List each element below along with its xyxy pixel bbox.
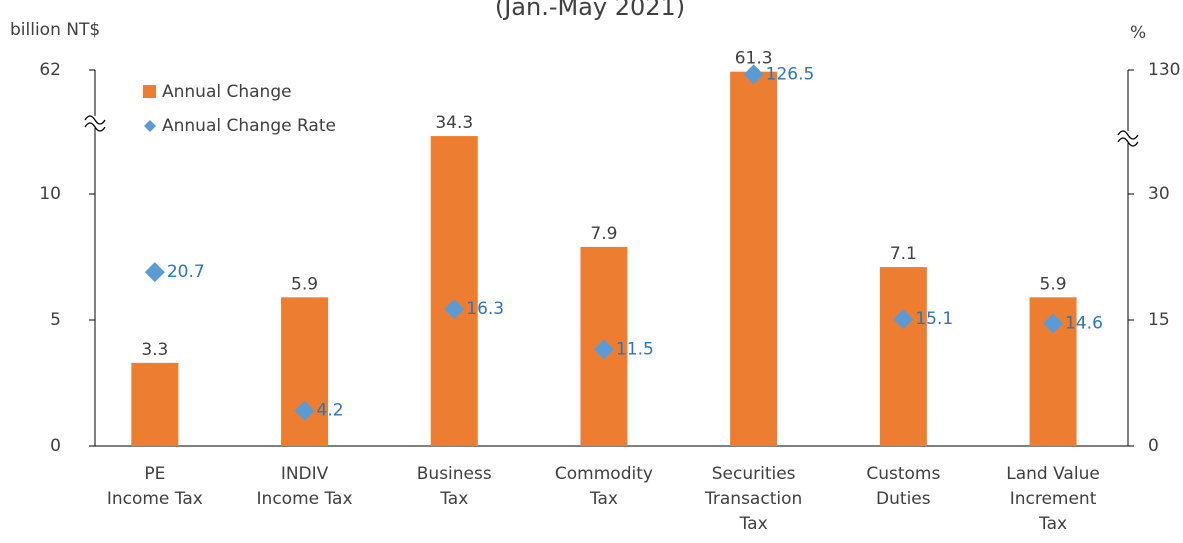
y2-tick-label: 30 [1148,184,1170,204]
rate-marker [144,262,165,283]
bar-value-label: 34.3 [435,113,473,133]
y2-tick-label: 0 [1148,436,1159,456]
rate-value-label: 20.7 [167,262,205,282]
bar [879,267,927,446]
bar [430,136,478,447]
y-tick-label: 62 [39,60,61,80]
rate-value-label: 126.5 [766,64,815,84]
bar-value-label: 7.1 [890,244,917,264]
y2-axis-label: % [1130,23,1146,43]
rate-marker [444,299,465,320]
rate-marker [743,64,764,85]
chart-subtitle: (Jan.-May 2021) [495,0,685,21]
rate-marker [593,339,614,360]
x-tick-label: Customs Duties [866,464,941,509]
axis-break [84,115,106,132]
rate-value-label: 11.5 [616,339,654,359]
y-tick-label: 10 [39,184,61,204]
y-axis-label: billion NT$ [10,20,100,40]
x-tick-label: Commodity Tax [554,464,653,509]
bar-value-label: 5.9 [291,274,318,294]
x-tick-label: PE Income Tax [106,464,203,509]
legend-label: Annual Change [162,82,292,102]
rate-value-label: 16.3 [466,299,504,319]
legend-swatch [143,85,156,98]
bar [281,297,329,446]
y-tick-label: 0 [50,436,61,456]
y2-tick-label: 15 [1148,310,1170,330]
axis-break-gap [1118,131,1138,143]
rate-marker [1043,313,1064,334]
x-tick-label: INDIV Income Tax [256,464,353,509]
rate-value-label: 15.1 [915,309,953,329]
axis-break-gap [85,116,105,128]
bar [730,71,778,447]
bar-value-label: 5.9 [1040,274,1067,294]
y2-tick-label: 130 [1148,60,1180,80]
rate-marker [893,309,914,330]
bar-value-label: 61.3 [735,49,773,69]
legend-swatch [144,120,156,132]
axis-break [1117,130,1139,147]
x-tick-label: Business Tax [416,464,492,509]
y-tick-label: 5 [50,310,61,330]
legend-label: Annual Change Rate [162,116,336,136]
rate-marker [294,400,315,421]
rate-value-label: 4.2 [317,401,344,421]
bar [131,362,179,446]
rate-value-label: 14.6 [1065,313,1103,333]
x-tick-label: Securities Transaction Tax [705,464,803,534]
x-tick-label: Land Value Increment Tax [1006,464,1100,534]
bar-value-label: 7.9 [590,224,617,244]
bar-value-label: 3.3 [141,340,168,360]
